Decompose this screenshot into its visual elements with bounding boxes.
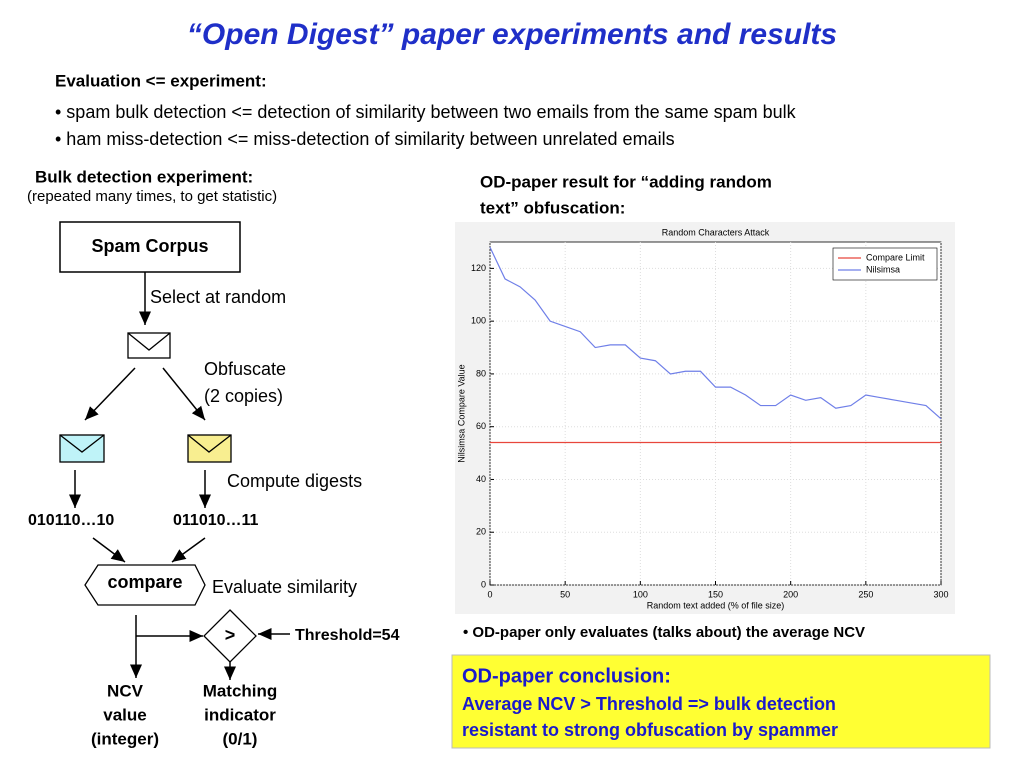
arrow: [92, 537, 126, 563]
y-tick-label: 60: [476, 421, 486, 431]
envelope: [59, 434, 105, 463]
corpus-label: Spam Corpus: [91, 236, 208, 256]
output-label: NCV: [107, 681, 144, 700]
chart-title: Random Characters Attack: [662, 227, 770, 237]
compare-label: compare: [107, 572, 182, 592]
legend-label: Compare Limit: [866, 252, 925, 262]
y-tick-label: 20: [476, 527, 486, 537]
x-axis-label: Random text added (% of file size): [647, 600, 785, 610]
x-tick-label: 300: [933, 589, 948, 599]
legend-box: [832, 247, 938, 281]
x-tick-label: 50: [560, 589, 570, 599]
output-label: (0/1): [223, 729, 258, 748]
x-tick-label: 150: [708, 589, 723, 599]
conclusion-box: [451, 654, 991, 749]
digest: 011010…11: [173, 512, 259, 529]
conclusion-title: OD-paper conclusion:: [462, 665, 671, 687]
envelope: [187, 434, 232, 463]
bullet: • spam bulk detection <= detection of si…: [55, 102, 797, 122]
step-label: Evaluate similarity: [212, 577, 357, 597]
chart-heading: OD-paper result for “adding random: [480, 172, 772, 191]
y-tick-label: 100: [471, 316, 486, 326]
step-label: Obfuscate: [204, 359, 286, 379]
output-label: Matching: [203, 681, 278, 700]
bullet: • ham miss-detection <= miss-detection o…: [55, 129, 675, 149]
x-tick-label: 250: [858, 589, 873, 599]
compare-box: [84, 564, 206, 606]
arrow: [171, 537, 206, 563]
x-tick-label: 0: [487, 589, 492, 599]
diagram-subheading: (repeated many times, to get statistic): [27, 188, 277, 205]
step-label: (2 copies): [204, 386, 283, 406]
legend-label: Nilsimsa: [866, 264, 900, 274]
x-tick-label: 100: [633, 589, 648, 599]
arrow: [84, 367, 136, 421]
output-label: value: [103, 705, 146, 724]
step-label: Compute digests: [227, 471, 362, 491]
intro-heading: Evaluation <= experiment:: [55, 71, 267, 90]
envelope: [127, 332, 171, 359]
y-tick-label: 80: [476, 368, 486, 378]
conclusion-text: Average NCV > Threshold => bulk detectio…: [462, 694, 836, 714]
chart: Random Characters Attack Random text adde…: [456, 227, 948, 610]
y-axis-label: Nilsimsa Compare Value: [456, 364, 466, 462]
note: • OD-paper only evaluates (talks about) …: [463, 624, 865, 641]
threshold: Threshold=54: [295, 627, 400, 644]
slide-title: “Open Digest” paper experiments and resu…: [187, 18, 837, 51]
y-tick-label: 40: [476, 474, 486, 484]
output-label: (integer): [91, 729, 159, 748]
chart-heading: text” obfuscation:: [480, 198, 625, 217]
output-label: indicator: [204, 705, 276, 724]
x-tick-label: 200: [783, 589, 798, 599]
step-label: Select at random: [150, 287, 286, 307]
arrow: [162, 367, 206, 421]
digest: 010110…10: [28, 512, 114, 529]
series-line: [489, 247, 942, 420]
y-tick-label: 120: [471, 263, 486, 273]
diagram-heading: Bulk detection experiment:: [35, 167, 253, 186]
conclusion-text: resistant to strong obfuscation by spamm…: [462, 720, 838, 740]
y-tick-label: 0: [481, 579, 486, 589]
corpus-box: [59, 221, 241, 273]
decision-label: >: [225, 625, 236, 645]
